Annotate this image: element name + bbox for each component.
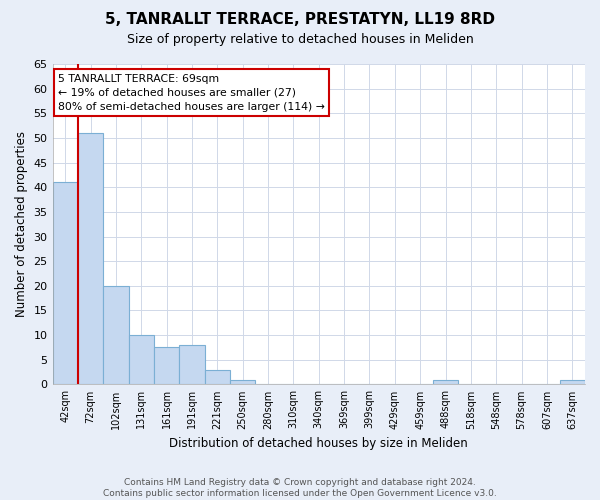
Text: Contains HM Land Registry data © Crown copyright and database right 2024.
Contai: Contains HM Land Registry data © Crown c…	[103, 478, 497, 498]
Bar	[53, 182, 78, 384]
Bar	[205, 370, 230, 384]
Bar	[78, 133, 103, 384]
X-axis label: Distribution of detached houses by size in Meliden: Distribution of detached houses by size …	[169, 437, 468, 450]
Bar	[433, 380, 458, 384]
Bar	[103, 286, 128, 384]
Bar	[128, 335, 154, 384]
Text: 5 TANRALLT TERRACE: 69sqm
← 19% of detached houses are smaller (27)
80% of semi-: 5 TANRALLT TERRACE: 69sqm ← 19% of detac…	[58, 74, 325, 112]
Text: 5, TANRALLT TERRACE, PRESTATYN, LL19 8RD: 5, TANRALLT TERRACE, PRESTATYN, LL19 8RD	[105, 12, 495, 28]
Bar	[179, 345, 205, 385]
Bar	[230, 380, 256, 384]
Bar	[560, 380, 585, 384]
Y-axis label: Number of detached properties: Number of detached properties	[15, 131, 28, 317]
Bar	[154, 348, 179, 385]
Text: Size of property relative to detached houses in Meliden: Size of property relative to detached ho…	[127, 32, 473, 46]
